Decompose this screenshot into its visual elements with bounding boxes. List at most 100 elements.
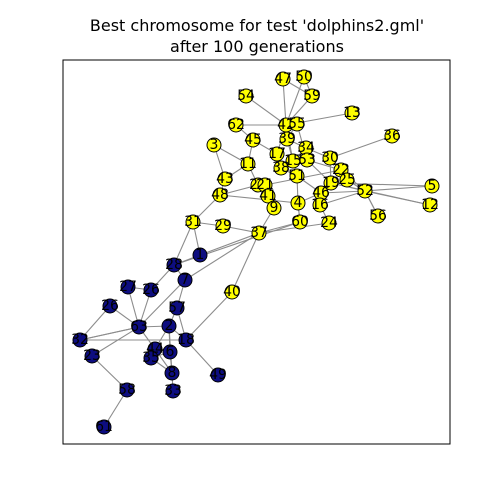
network-edge bbox=[282, 78, 287, 126]
node-label: 28 bbox=[165, 257, 183, 273]
edges-layer bbox=[79, 76, 433, 428]
node-marker bbox=[269, 146, 285, 162]
node-marker bbox=[339, 172, 355, 188]
network-edge bbox=[91, 355, 128, 391]
node-marker bbox=[161, 318, 177, 334]
node-label: 18 bbox=[177, 332, 195, 348]
node-marker bbox=[217, 171, 233, 187]
network-node: 50 bbox=[295, 69, 313, 85]
node-marker bbox=[273, 160, 289, 176]
network-node: 32 bbox=[71, 332, 89, 348]
network-node: 41 bbox=[259, 188, 277, 204]
node-label: 51 bbox=[288, 168, 306, 184]
node-marker bbox=[120, 279, 136, 295]
node-marker bbox=[323, 175, 339, 191]
network-node: 15 bbox=[284, 153, 302, 169]
axes-frame bbox=[62, 59, 451, 445]
network-edge bbox=[329, 135, 393, 159]
chart-title-line1: Best chromosome for test 'dolphins2.gml' bbox=[90, 16, 424, 35]
node-label: 15 bbox=[284, 153, 302, 169]
node-marker bbox=[72, 332, 88, 348]
network-node: 16 bbox=[311, 197, 329, 213]
node-label: 19 bbox=[322, 175, 340, 191]
node-label: 60 bbox=[291, 214, 309, 230]
network-node: 40 bbox=[223, 284, 241, 300]
network-node: 26 bbox=[101, 298, 119, 314]
node-label: 36 bbox=[383, 128, 401, 144]
node-label: 4 bbox=[294, 195, 303, 211]
node-marker bbox=[357, 183, 373, 199]
network-node: 62 bbox=[227, 117, 245, 133]
node-marker bbox=[240, 156, 256, 172]
node-label: 16 bbox=[311, 197, 329, 213]
network-node: 24 bbox=[320, 215, 338, 231]
node-marker bbox=[178, 332, 194, 348]
node-label: 5 bbox=[428, 178, 437, 194]
node-marker bbox=[143, 282, 159, 298]
node-label: 29 bbox=[214, 218, 232, 234]
network-edge bbox=[258, 222, 330, 234]
node-label: 47 bbox=[274, 71, 292, 87]
node-label: 26 bbox=[101, 298, 119, 314]
network-node: 9 bbox=[266, 200, 282, 216]
network-edge bbox=[185, 291, 233, 341]
node-label: 31 bbox=[184, 214, 202, 230]
network-node: 56 bbox=[369, 208, 387, 224]
node-label: 49 bbox=[209, 367, 227, 383]
node-label: 34 bbox=[297, 140, 315, 156]
network-edge bbox=[231, 232, 260, 293]
network-node: 33 bbox=[164, 383, 182, 399]
network-node: 18 bbox=[177, 332, 195, 348]
node-marker bbox=[245, 132, 261, 148]
network-node: 36 bbox=[383, 128, 401, 144]
node-marker bbox=[169, 300, 185, 316]
network-node: 8 bbox=[164, 365, 180, 381]
network-node: 6 bbox=[162, 344, 178, 360]
network-edge bbox=[79, 326, 140, 341]
node-marker bbox=[322, 150, 338, 166]
network-node: 39 bbox=[278, 131, 296, 147]
node-label: 33 bbox=[164, 383, 182, 399]
network-edge bbox=[185, 339, 219, 376]
network-node: 5 bbox=[424, 178, 440, 194]
node-marker bbox=[424, 178, 440, 194]
node-label: 35 bbox=[142, 350, 160, 366]
node-marker bbox=[224, 284, 240, 300]
node-label: 50 bbox=[295, 69, 313, 85]
network-node: 43 bbox=[216, 171, 234, 187]
network-node: 61 bbox=[95, 419, 113, 435]
node-label: 37 bbox=[250, 225, 268, 241]
node-marker bbox=[165, 383, 181, 399]
node-marker bbox=[251, 225, 267, 241]
node-label: 30 bbox=[321, 150, 339, 166]
node-label: 55 bbox=[288, 116, 306, 132]
network-edge bbox=[199, 232, 260, 256]
network-node: 45 bbox=[244, 132, 262, 148]
network-edge bbox=[219, 194, 299, 204]
node-label: 58 bbox=[118, 382, 136, 398]
network-edge bbox=[285, 76, 305, 126]
network-node: 35 bbox=[142, 350, 160, 366]
node-marker bbox=[279, 131, 295, 147]
network-node: 26 bbox=[142, 282, 160, 298]
node-marker bbox=[164, 365, 180, 381]
network-node: 27 bbox=[119, 279, 137, 295]
node-marker bbox=[96, 419, 112, 435]
node-label: 6 bbox=[166, 344, 175, 360]
node-marker bbox=[177, 272, 193, 288]
node-marker bbox=[260, 188, 276, 204]
node-label: 41 bbox=[259, 188, 277, 204]
node-marker bbox=[210, 367, 226, 383]
node-marker bbox=[290, 195, 306, 211]
node-marker bbox=[212, 187, 228, 203]
network-node: 12 bbox=[421, 197, 439, 213]
network-node: 31 bbox=[184, 214, 202, 230]
node-marker bbox=[131, 319, 147, 335]
node-marker bbox=[192, 247, 208, 263]
network-node: 13 bbox=[343, 105, 361, 121]
node-label: 46 bbox=[312, 185, 330, 201]
node-label: 45 bbox=[244, 132, 262, 148]
network-node: 29 bbox=[214, 218, 232, 234]
node-label: 1 bbox=[196, 247, 205, 263]
